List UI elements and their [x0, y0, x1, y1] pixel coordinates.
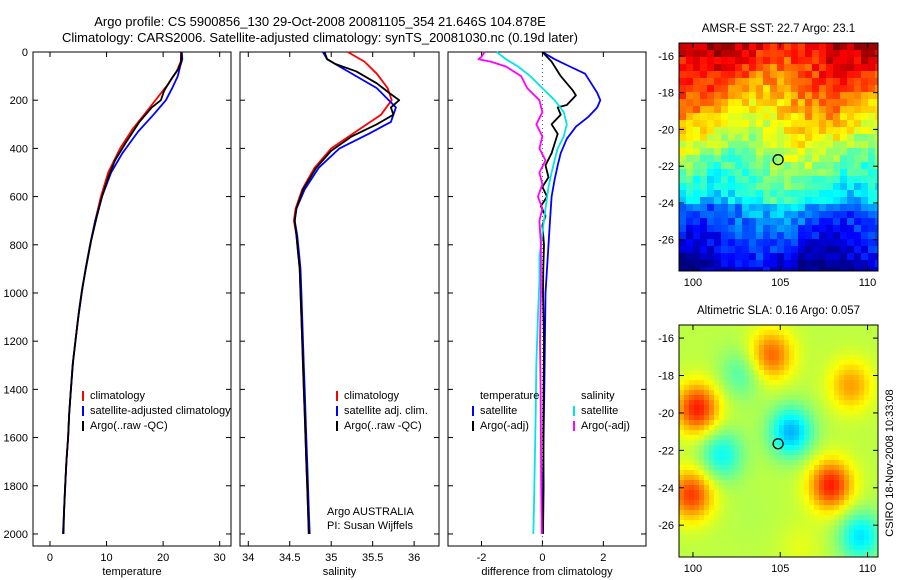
y-tick-label: 1200 — [4, 336, 28, 348]
series-line — [62, 51, 184, 535]
x-tick-label: 10 — [100, 552, 112, 564]
series-line — [541, 51, 602, 535]
map-title: AMSR-E SST: 22.7 Argo: 23.1 — [702, 23, 855, 35]
x-tick-label: 35.5 — [362, 552, 383, 564]
side-timestamp-label: CSIRO 18-Nov-2008 10:33:08 — [884, 389, 896, 536]
y-tick-label: 200 — [10, 95, 28, 107]
sla-map-frame — [678, 324, 879, 558]
argo-location-marker — [772, 438, 784, 450]
x-tick-label: 20 — [157, 552, 169, 564]
series-line — [293, 51, 397, 535]
x-tick-label: -2 — [477, 552, 487, 564]
sst-map-frame — [678, 42, 879, 272]
y-tick-label: -26 — [658, 235, 674, 247]
legend-label: satellite adj. clim. — [344, 405, 428, 417]
x-tick-label: 34.5 — [279, 552, 300, 564]
y-tick-label: 600 — [10, 192, 28, 204]
y-tick-label: -20 — [658, 408, 674, 420]
x-tick-label: 0 — [539, 552, 545, 564]
profile-panel-3-frame — [447, 51, 647, 547]
legend-label: Argo(-adj) — [480, 420, 529, 432]
legend-label: satellite — [581, 405, 618, 417]
y-tick-label: -24 — [658, 483, 674, 495]
series-line — [62, 52, 183, 535]
series-line — [293, 51, 401, 535]
figure-title-line-1: Argo profile: CS 5900856_130 29-Oct-2008… — [94, 14, 546, 29]
series-line — [477, 51, 547, 535]
x-tick-label: 105 — [771, 563, 789, 575]
series-line — [293, 51, 393, 535]
legend-label: Argo(..raw -QC) — [344, 420, 422, 432]
x-tick-label: 110 — [859, 277, 877, 289]
y-tick-label: -26 — [658, 520, 674, 532]
float-annotation: Argo AUSTRALIA — [327, 506, 414, 518]
legend-label: Argo(..raw -QC) — [90, 420, 168, 432]
y-tick-label: -22 — [658, 161, 674, 173]
sst-heatmap-field — [679, 43, 878, 271]
profile-panel-2-frame — [239, 51, 440, 547]
argo-location-marker — [772, 154, 784, 166]
legend-group-heading: temperature — [480, 390, 539, 402]
y-tick-label: 2000 — [4, 529, 28, 541]
y-tick-label: 0 — [22, 47, 28, 59]
legend-label: satellite — [480, 405, 517, 417]
y-tick-label: 800 — [10, 240, 28, 252]
y-tick-label: -16 — [658, 51, 674, 63]
y-tick-label: 400 — [10, 143, 28, 155]
x-axis-label: difference from climatology — [481, 566, 613, 578]
x-tick-label: 36 — [408, 552, 420, 564]
x-tick-label: 34 — [242, 552, 254, 564]
legend-group-heading: salinity — [581, 390, 615, 402]
x-tick-label: 30 — [214, 552, 226, 564]
y-tick-label: 1000 — [4, 288, 28, 300]
x-tick-label: 0 — [47, 552, 53, 564]
sla-heatmap-field — [679, 325, 878, 557]
y-tick-label: -18 — [658, 371, 674, 383]
y-tick-label: -16 — [658, 333, 674, 345]
series-line — [496, 51, 568, 535]
profile-panel-1-frame — [32, 51, 232, 547]
x-axis-label: temperature — [102, 566, 161, 578]
y-tick-label: 1400 — [4, 384, 28, 396]
legend-label: satellite-adjusted climatology — [90, 405, 231, 417]
x-axis-label: salinity — [323, 566, 357, 578]
x-tick-label: 105 — [771, 277, 789, 289]
legend-label: Argo(-adj) — [581, 420, 630, 432]
y-tick-label: 1600 — [4, 433, 28, 445]
series-line — [540, 51, 577, 535]
y-tick-label: 1800 — [4, 481, 28, 493]
y-tick-label: -22 — [658, 445, 674, 457]
y-tick-label: -24 — [658, 198, 674, 210]
x-tick-label: 35 — [325, 552, 337, 564]
map-title: Altimetric SLA: 0.16 Argo: 0.057 — [697, 305, 860, 317]
figure-title-line-2: Climatology: CARS2006. Satellite-adjuste… — [62, 30, 578, 45]
y-tick-label: -18 — [658, 88, 674, 100]
x-tick-label: 110 — [859, 563, 877, 575]
x-tick-label: 100 — [684, 563, 702, 575]
x-tick-label: 100 — [684, 277, 702, 289]
y-tick-label: -20 — [658, 124, 674, 136]
legend-label: climatology — [344, 390, 400, 402]
float-annotation: PI: Susan Wijffels — [327, 520, 413, 532]
legend-label: climatology — [90, 390, 146, 402]
x-tick-label: 2 — [600, 552, 606, 564]
series-line — [62, 51, 183, 535]
